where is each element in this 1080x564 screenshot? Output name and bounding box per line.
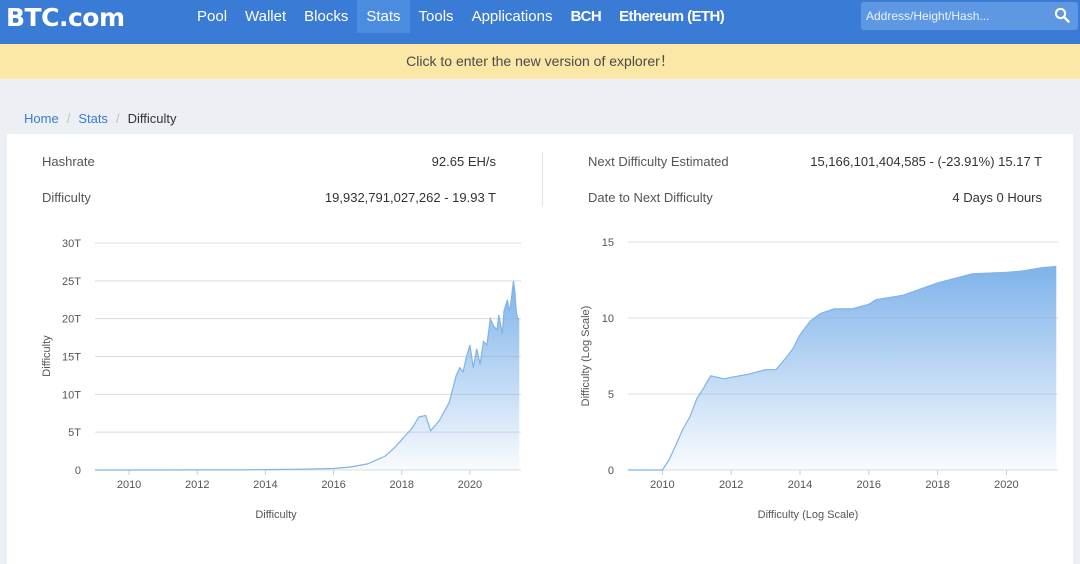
nav-item-bch[interactable]: BCH: [570, 8, 602, 25]
top-nav-bar: BTC.com Pool Wallet Blocks Stats Tools A…: [0, 0, 1080, 44]
breadcrumb-stats-link[interactable]: Stats: [78, 111, 108, 126]
nav-item-tools[interactable]: Tools: [418, 8, 454, 25]
y-tick-label: 20T: [62, 314, 81, 326]
nav-item-pool[interactable]: Pool: [197, 8, 228, 25]
x-tick-label: 2012: [185, 479, 209, 491]
difficulty-card: Hashrate 92.65 EH/s Difficulty 19,932,79…: [7, 134, 1073, 564]
series-area: [628, 266, 1057, 470]
difficulty-label: Difficulty: [42, 190, 91, 205]
y-tick-label: 5T: [68, 427, 81, 439]
difficulty-log-chart: Difficulty (Log Scale) Difficulty (Log S…: [580, 237, 1058, 521]
x-tick-label: 2014: [788, 479, 812, 491]
breadcrumb-home-link[interactable]: Home: [24, 111, 59, 126]
breadcrumb-current: Difficulty: [127, 111, 177, 126]
nav-item-wallet[interactable]: Wallet: [245, 8, 287, 25]
x-axis-label: Difficulty (Log Scale): [758, 509, 859, 521]
y-tick-label: 15: [602, 237, 614, 249]
y-axis-label: Difficulty: [41, 335, 53, 377]
y-tick-label: 25T: [62, 276, 81, 288]
nav-item-blocks[interactable]: Blocks: [304, 8, 349, 25]
x-tick-label: 2016: [857, 479, 881, 491]
series-area: [95, 280, 520, 470]
nav-item-applications[interactable]: Applications: [471, 8, 553, 25]
y-tick-label: 5: [608, 389, 614, 401]
date-next-difficulty-label: Date to Next Difficulty: [588, 190, 713, 205]
x-tick-label: 2014: [253, 479, 277, 491]
series-line: [628, 265, 1057, 471]
x-axis-label: Difficulty: [255, 509, 297, 521]
x-tick-label: 2012: [719, 479, 743, 491]
x-tick-label: 2020: [458, 479, 482, 491]
y-tick-label: 0: [75, 465, 81, 477]
difficulty-value: 19,932,791,027,262 - 19.93 T: [324, 190, 496, 205]
series-line: [94, 280, 520, 471]
breadcrumb: Home / Stats / Difficulty: [24, 111, 176, 126]
search-input[interactable]: [861, 2, 1046, 30]
stats-divider: [542, 152, 543, 207]
breadcrumb-separator: /: [66, 111, 71, 126]
hashrate-value: 92.65 EH/s: [431, 154, 496, 169]
main-nav: Pool Wallet Blocks Stats Tools Applicati…: [188, 0, 733, 33]
x-tick-label: 2010: [117, 479, 141, 491]
x-tick-label: 2018: [389, 479, 413, 491]
x-tick-label: 2020: [994, 479, 1018, 491]
date-next-difficulty-value: 4 Days 0 Hours: [952, 190, 1042, 205]
new-version-banner[interactable]: Click to enter the new version of explor…: [0, 44, 1080, 79]
y-tick-label: 10T: [62, 389, 81, 401]
y-tick-label: 0: [608, 465, 614, 477]
nav-item-ethereum[interactable]: Ethereum (ETH): [619, 8, 725, 25]
x-tick-label: 2018: [925, 479, 949, 491]
y-tick-label: 15T: [62, 352, 81, 364]
y-tick-label: 10: [602, 313, 614, 325]
next-difficulty-value: 15,166,101,404,585 - (-23.91%) 15.17 T: [810, 154, 1042, 169]
x-tick-label: 2016: [321, 479, 345, 491]
btc-com-logo[interactable]: BTC.com: [6, 3, 125, 32]
x-tick-label: 2010: [650, 479, 674, 491]
nav-item-stats[interactable]: Stats: [357, 0, 410, 33]
y-tick-label: 30T: [62, 238, 81, 250]
search-icon[interactable]: [1054, 7, 1070, 23]
hashrate-label: Hashrate: [42, 154, 95, 169]
search-box: [861, 2, 1078, 30]
difficulty-chart: Difficulty Difficulty 0 5T 10T 15T 20T 25T 30T…: [41, 238, 521, 521]
y-axis-label: Difficulty (Log Scale): [580, 306, 592, 407]
breadcrumb-separator: /: [115, 111, 120, 126]
next-difficulty-label: Next Difficulty Estimated: [588, 154, 729, 169]
